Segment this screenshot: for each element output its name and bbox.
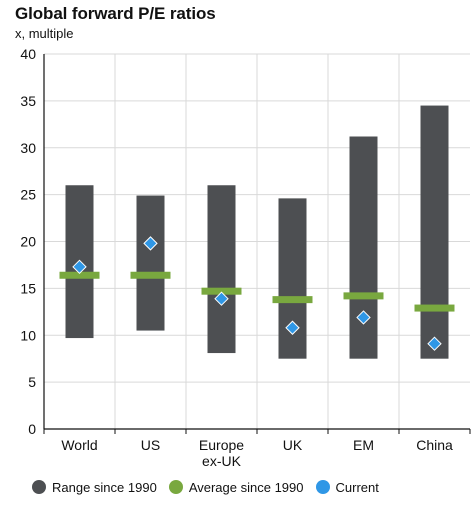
x-tick-label-line: US <box>141 437 160 453</box>
y-tick-label-0: 0 <box>28 421 36 437</box>
legend-range-swatch <box>32 480 46 494</box>
legend-current-label: Current <box>335 479 379 495</box>
x-tick-label-china: China <box>416 437 453 453</box>
current-marker-europe-ex-uk <box>214 291 229 306</box>
legend-range-label: Range since 1990 <box>52 479 157 495</box>
current-marker-em <box>356 310 371 325</box>
axes <box>43 54 471 434</box>
y-tick-label-5: 5 <box>28 374 36 390</box>
average-marker-uk <box>272 296 313 304</box>
y-tick-label-35: 35 <box>20 93 36 109</box>
average-marker-us <box>130 271 171 279</box>
legend: Range since 1990 Average since 1990 Curr… <box>32 478 391 496</box>
x-tick-label-em: EM <box>353 437 374 453</box>
legend-item-current: Current <box>315 479 379 495</box>
legend-item-range: Range since 1990 <box>32 480 157 495</box>
y-tick-label-20: 20 <box>20 234 36 250</box>
legend-average-swatch <box>168 480 183 494</box>
current-marker-uk <box>285 320 300 335</box>
legend-current-swatch <box>315 480 330 494</box>
x-tick-label-line: China <box>416 437 453 453</box>
y-tick-label-40: 40 <box>20 46 36 62</box>
y-tick-label-10: 10 <box>20 327 36 343</box>
chart-subtitle: x, multiple <box>15 26 74 41</box>
average-markers <box>59 271 455 312</box>
x-tick-label-line: EM <box>353 437 374 453</box>
legend-average-label: Average since 1990 <box>188 479 304 495</box>
average-marker-world <box>59 271 100 279</box>
current-marker-world <box>72 259 87 275</box>
average-marker-europe-ex-uk <box>201 287 242 295</box>
average-marker-em <box>343 292 384 300</box>
axis-labels: 0 5 10 15 20 25 30 35 40 World US Europe ex-UK UK EM Ch… <box>20 46 453 469</box>
x-tick-label-line: UK <box>283 437 303 453</box>
range-bar-em <box>349 136 378 359</box>
x-tick-label-world: World <box>61 437 97 453</box>
chart-title: Global forward P/E ratios <box>15 4 216 23</box>
range-bar-europe-ex-uk <box>207 185 236 354</box>
y-tick-label-15: 15 <box>20 280 36 296</box>
grid-layer <box>44 53 470 429</box>
range-bar-china <box>420 105 449 359</box>
x-tick-label-line: World <box>61 437 97 453</box>
current-markers <box>72 236 442 351</box>
x-tick-label-us: US <box>141 437 160 453</box>
x-tick-label-line: ex-UK <box>202 453 242 469</box>
x-tick-label-line: Europe <box>199 437 244 453</box>
average-marker-china <box>414 304 455 312</box>
y-tick-label-30: 30 <box>20 140 36 156</box>
current-marker-china <box>427 336 442 351</box>
range-bar-us <box>136 195 165 331</box>
x-tick-label-europe-ex-uk: Europe ex-UK <box>199 437 244 469</box>
legend-item-average: Average since 1990 <box>168 479 304 495</box>
y-tick-label-25: 25 <box>20 187 36 203</box>
current-marker-us <box>143 236 158 251</box>
x-tick-label-uk: UK <box>283 437 303 453</box>
